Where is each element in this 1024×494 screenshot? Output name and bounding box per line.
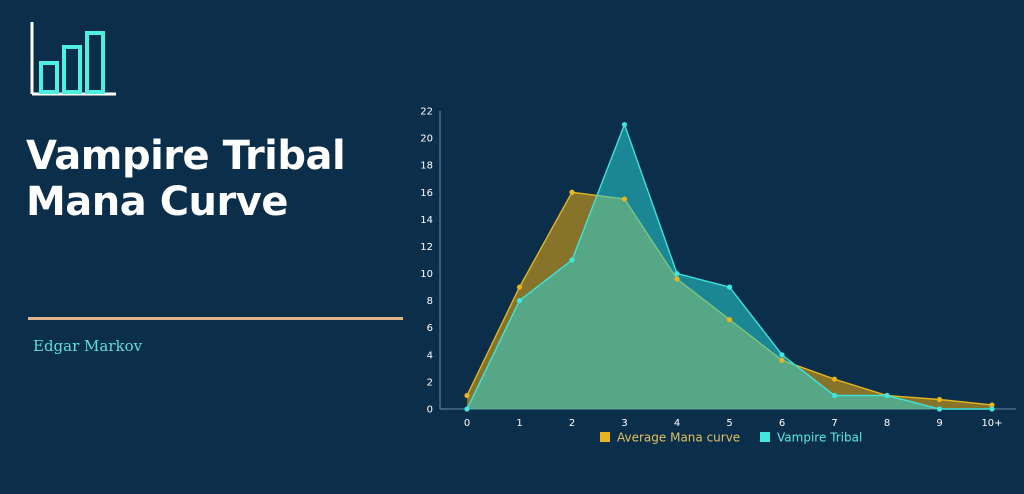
data-point-vampire [989, 406, 995, 412]
data-point-vampire [621, 121, 628, 128]
legend-label-average: Average Mana curve [617, 431, 740, 445]
data-point-vampire [884, 392, 890, 399]
data-point-vampire [464, 406, 470, 412]
y-tick-label: 0 [427, 405, 433, 416]
x-tick-label: 8 [884, 418, 890, 429]
x-tick-label: 2 [569, 418, 575, 429]
y-tick-label: 12 [420, 242, 433, 253]
y-tick-label: 10 [420, 269, 433, 280]
legend-swatch-vampire [760, 432, 770, 442]
bar-chart-icon [30, 22, 116, 96]
y-tick-label: 22 [420, 107, 433, 118]
data-point-average [936, 396, 943, 403]
data-point-average [464, 392, 470, 399]
x-tick-label: 9 [936, 418, 942, 429]
author-name: Edgar Markov [33, 337, 143, 355]
data-point-average [516, 284, 523, 290]
y-tick-label: 6 [427, 323, 433, 334]
y-tick-label: 14 [420, 215, 433, 226]
data-point-vampire [831, 392, 838, 399]
x-tick-label: 7 [831, 418, 837, 429]
y-tick-label: 4 [427, 350, 433, 361]
legend-swatch-average [600, 432, 610, 442]
x-tick-label: 4 [674, 418, 680, 429]
data-point-vampire [726, 284, 733, 290]
data-point-vampire [936, 406, 943, 412]
x-tick-label: 1 [516, 418, 522, 429]
x-tick-label: 10+ [981, 418, 1002, 429]
legend-label-vampire: Vampire Tribal [777, 431, 862, 445]
data-point-average [989, 402, 995, 408]
y-tick-label: 2 [427, 377, 433, 388]
x-tick-label: 5 [726, 418, 732, 429]
data-point-average [779, 357, 785, 363]
x-tick-label: 0 [464, 418, 470, 429]
data-point-vampire [569, 257, 575, 263]
data-point-average [726, 317, 733, 323]
y-tick-label: 8 [427, 296, 433, 307]
data-point-average [831, 376, 838, 382]
data-point-average [674, 276, 680, 282]
data-point-vampire [674, 270, 680, 277]
data-point-average [621, 196, 628, 202]
y-tick-label: 16 [420, 188, 433, 199]
x-tick-label: 3 [621, 418, 627, 429]
divider [28, 317, 403, 320]
data-point-average [569, 189, 575, 195]
data-point-vampire [516, 298, 523, 304]
series-area-vampire [467, 124, 992, 409]
y-tick-label: 20 [420, 134, 433, 145]
data-point-vampire [779, 352, 785, 358]
page-title: Vampire Tribal Mana Curve [26, 133, 346, 225]
y-tick-label: 18 [420, 161, 433, 172]
x-tick-label: 6 [779, 418, 785, 429]
